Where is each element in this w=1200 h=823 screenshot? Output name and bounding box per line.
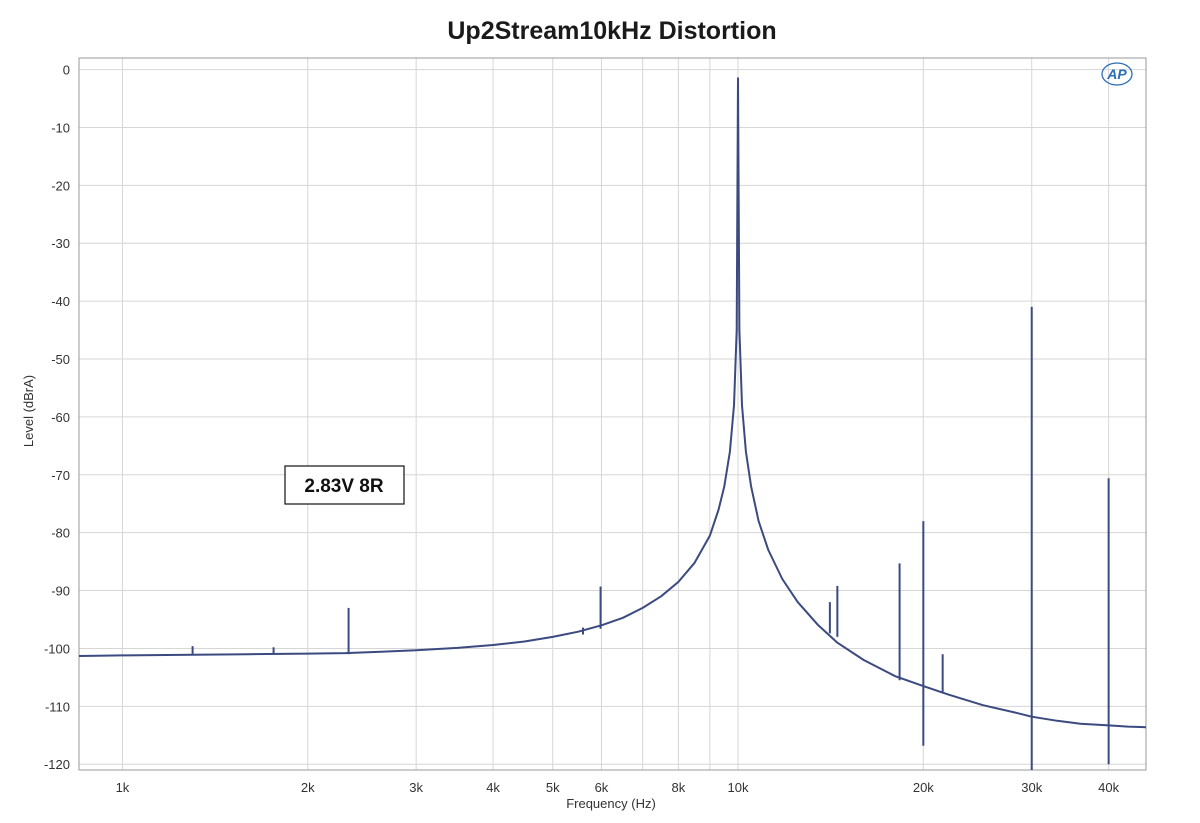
y-tick-label: -100 — [44, 641, 70, 656]
x-tick-label: 8k — [672, 780, 686, 795]
y-tick-label: -60 — [51, 410, 70, 425]
x-tick-label: 40k — [1098, 780, 1119, 795]
plot-frame — [78, 57, 1147, 771]
x-tick-label: 1k — [116, 780, 130, 795]
grid-lines — [79, 58, 1146, 770]
x-tick-label: 3k — [409, 780, 423, 795]
y-tick-label: -30 — [51, 236, 70, 251]
y-tick-label: -120 — [44, 757, 70, 772]
x-tick-label: 30k — [1021, 780, 1042, 795]
x-axis-label: Frequency (Hz) — [566, 796, 656, 811]
y-tick-label: -10 — [51, 120, 70, 135]
ap-logo-text: AP — [1106, 66, 1127, 82]
y-tick-label: -90 — [51, 584, 70, 599]
annotation-box: 2.83V 8R — [284, 465, 405, 505]
y-axis-label: Level (dBrA) — [21, 375, 36, 447]
y-tick-label: -70 — [51, 468, 70, 483]
y-tick-label: -20 — [51, 178, 70, 193]
ap-logo: AP — [1101, 62, 1133, 86]
spectrum-line — [78, 77, 1147, 729]
x-tick-label: 4k — [486, 780, 500, 795]
y-tick-label: -110 — [45, 699, 70, 714]
y-tick-label: 0 — [63, 63, 70, 78]
y-tick-label: -40 — [51, 294, 70, 309]
series-layer — [78, 77, 1147, 770]
y-tick-label: -80 — [51, 526, 70, 541]
x-tick-label: 6k — [595, 780, 609, 795]
x-tick-label: 20k — [913, 780, 934, 795]
y-axis-tick-labels: 0 -10 -20 -30 -40 -50 -60 -70 -80 -90 -100 -110 -120 — [44, 63, 70, 773]
chart-title: Up2Stream10kHz Distortion — [447, 17, 776, 45]
x-tick-label: 5k — [546, 780, 560, 795]
annotation-frame — [284, 465, 405, 505]
x-tick-label: 10k — [728, 780, 749, 795]
x-axis-tick-labels: 1k 2k 3k 4k 5k 6k 8k 10k 20k 30k 40k — [116, 780, 1120, 795]
ap-logo-ring — [1101, 62, 1133, 86]
y-tick-label: -50 — [51, 352, 70, 367]
annotation-text: 2.83V 8R — [304, 476, 383, 497]
x-tick-label: 2k — [301, 780, 315, 795]
